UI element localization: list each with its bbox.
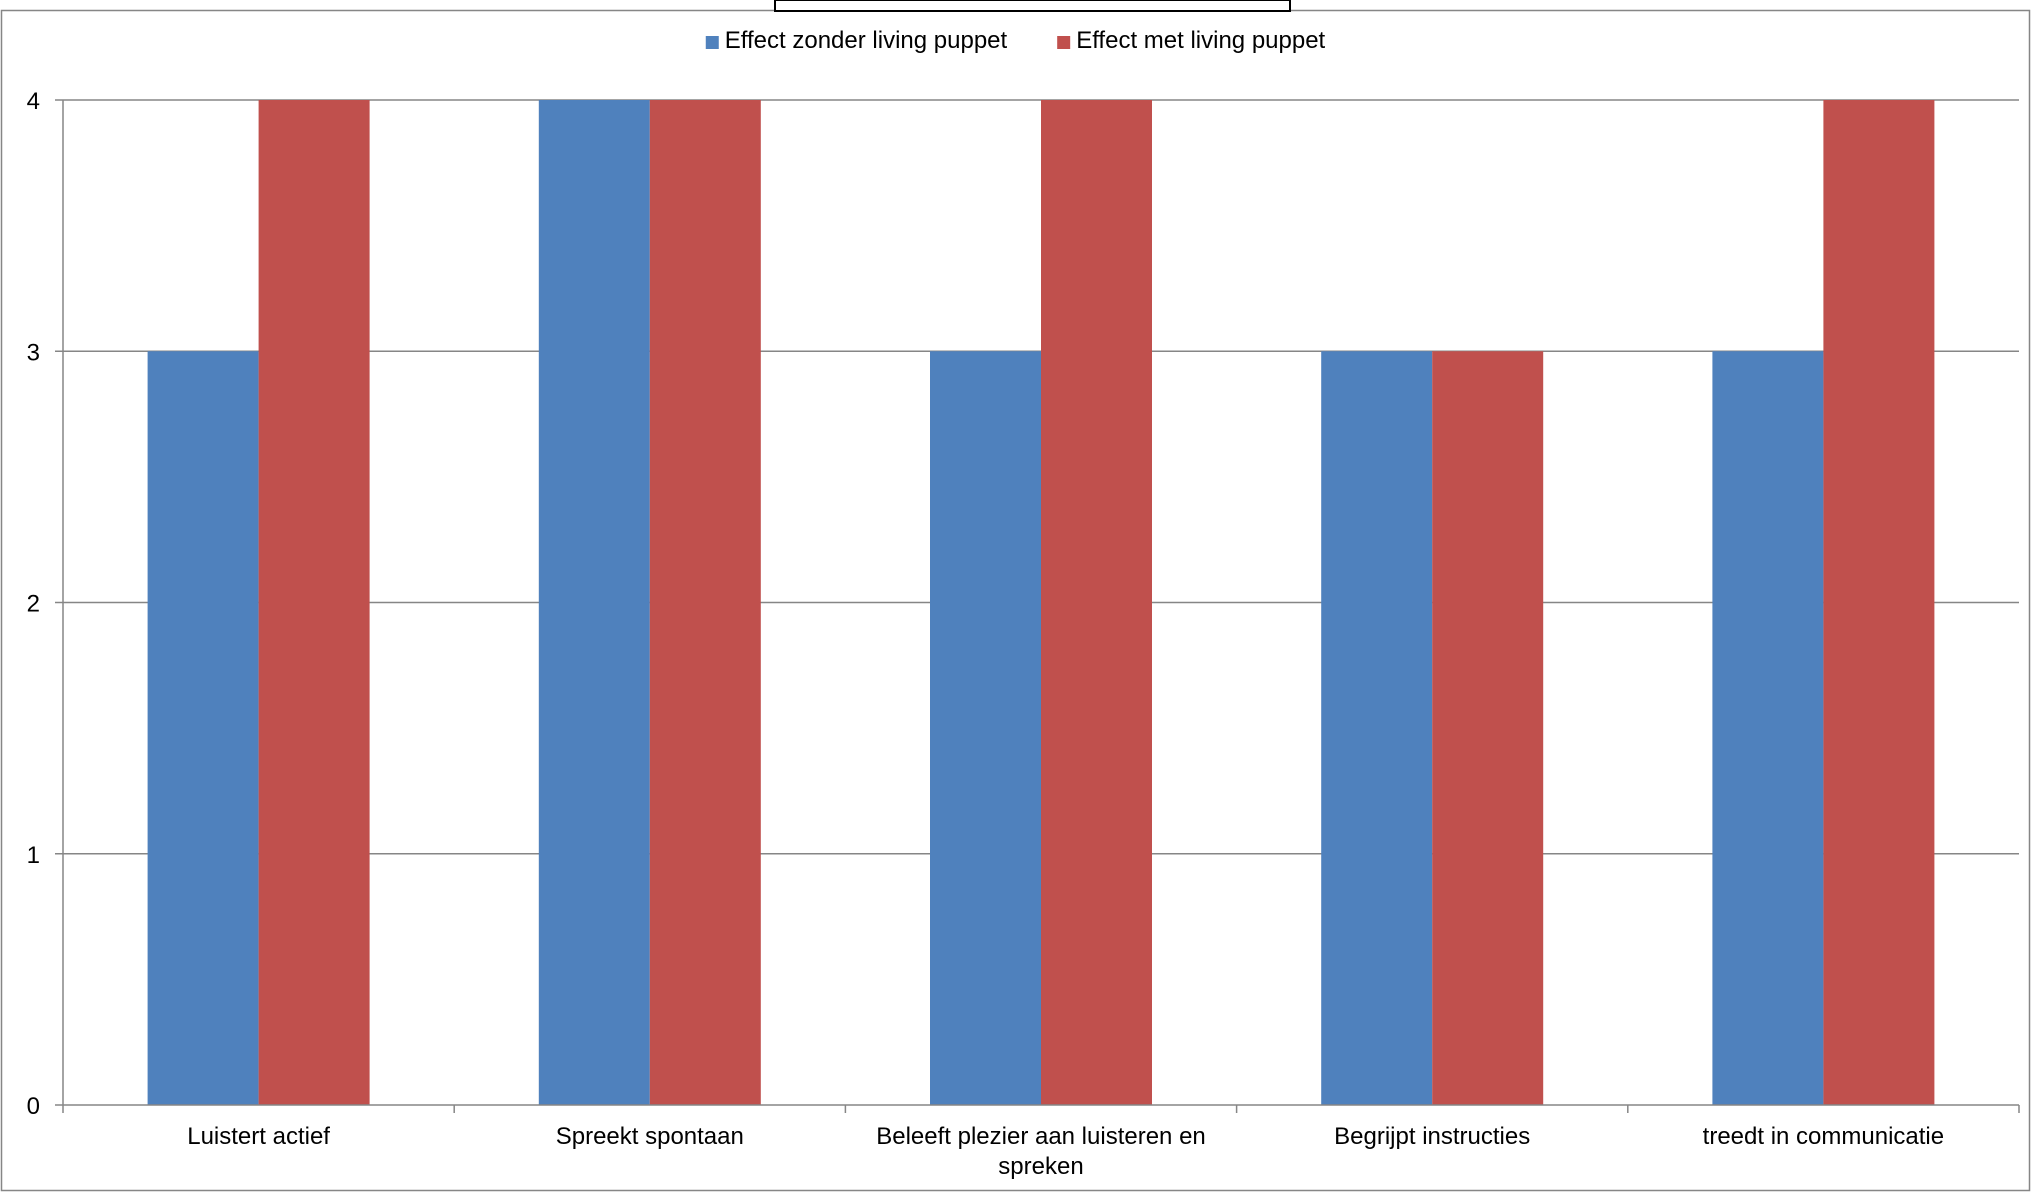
legend-item-0: Effect zonder living puppet	[705, 27, 1008, 54]
bar-zonder-2	[930, 351, 1041, 1105]
legend-label: Effect zonder living puppet	[725, 27, 1008, 54]
title-crop-bar	[774, 0, 1291, 12]
y-tick-label: 4	[27, 88, 40, 115]
axes: 0 1 2 3 4 Luistert actief Spreekt spontaan Bele…	[27, 88, 2020, 1180]
x-tick-label-line: Beleeft plezier aan luisteren en	[876, 1123, 1206, 1150]
bar-met-1	[649, 100, 761, 1105]
bar-met-3	[1432, 351, 1544, 1105]
legend-swatch	[1057, 36, 1071, 49]
legend-label: Effect met living puppet	[1076, 27, 1325, 54]
x-tick-label-line: spreken	[998, 1153, 1083, 1180]
x-tick-label: Beleeft plezier aan luisteren en spreken	[876, 1123, 1206, 1180]
x-tick-label: treedt in communicatie	[1703, 1123, 1944, 1150]
legend: Effect zonder living puppet Effect met li…	[705, 27, 1326, 54]
x-tick-label: Begrijpt instructies	[1334, 1123, 1530, 1150]
bar-zonder-3	[1321, 351, 1433, 1105]
y-tick-label: 0	[27, 1093, 40, 1120]
x-tick-label-line: Luistert actief	[187, 1123, 330, 1150]
x-tick-label-line: treedt in communicatie	[1703, 1123, 1944, 1150]
bar-zonder-1	[538, 100, 650, 1105]
bars	[147, 100, 1935, 1105]
legend-swatch	[705, 36, 719, 49]
x-tick-label: Luistert actief	[187, 1123, 330, 1150]
y-tick-label: 3	[27, 339, 40, 366]
y-tick-label: 2	[27, 591, 40, 618]
bar-met-0	[258, 100, 370, 1105]
bar-met-2	[1041, 100, 1152, 1105]
x-tick-label: Spreekt spontaan	[556, 1123, 744, 1150]
x-tick-label-line: Begrijpt instructies	[1334, 1123, 1530, 1150]
y-tick-label: 1	[27, 842, 40, 869]
bar-zonder-0	[147, 351, 259, 1105]
bar-zonder-4	[1712, 351, 1824, 1105]
x-tick-label-line: Spreekt spontaan	[556, 1123, 744, 1150]
legend-item-1: Effect met living puppet	[1057, 27, 1326, 54]
bar-met-4	[1823, 100, 1935, 1105]
